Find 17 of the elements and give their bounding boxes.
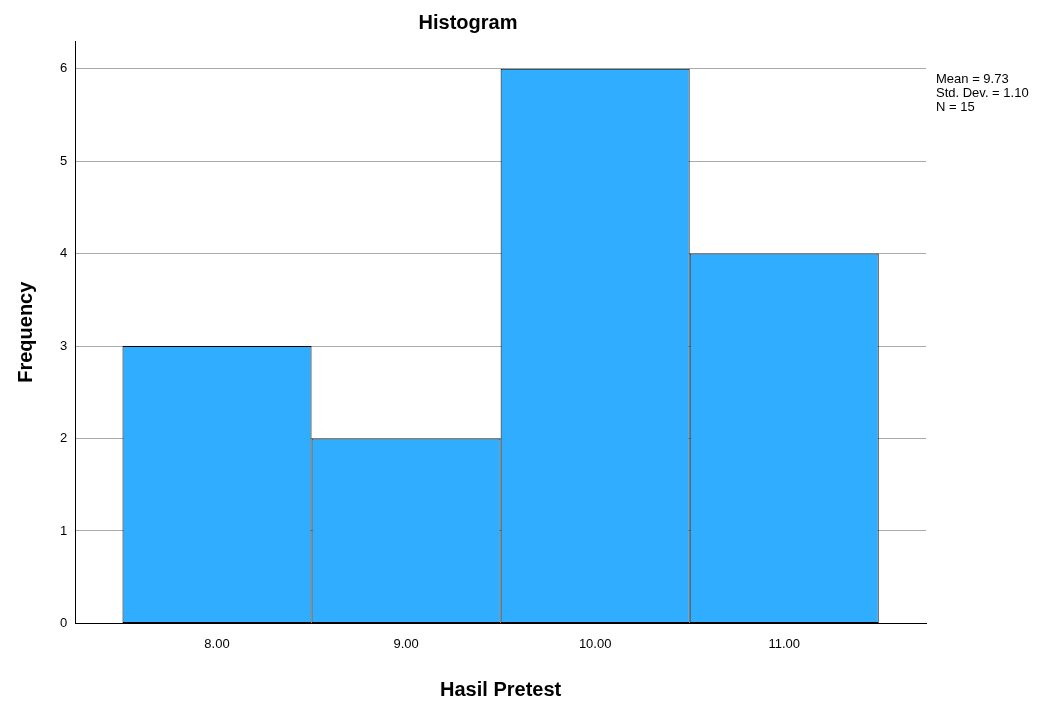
x-axis-title: Hasil Pretest	[440, 677, 562, 700]
y-tick-label: 3	[60, 337, 68, 353]
y-tick-label: 4	[60, 245, 68, 261]
text: Mean = 9.73	[936, 71, 1009, 87]
chart-title: Histogram	[418, 10, 518, 33]
y-tick-label: 6	[60, 60, 68, 76]
x-tick-label: 11.00	[768, 635, 800, 651]
text: N = 15	[936, 99, 975, 115]
y-tick-label: 2	[60, 430, 68, 446]
text: Std. Dev. = 1.10	[936, 85, 1029, 101]
y-axis-title: Frequency	[13, 280, 36, 383]
y-tick-label: 5	[60, 152, 68, 168]
x-tick-label: 8.00	[204, 635, 230, 651]
y-tick-label: 0	[60, 614, 68, 630]
y-tick-label: 1	[60, 522, 68, 538]
x-tick-label: 10.00	[578, 635, 612, 651]
x-tick-label: 9.00	[393, 635, 419, 651]
